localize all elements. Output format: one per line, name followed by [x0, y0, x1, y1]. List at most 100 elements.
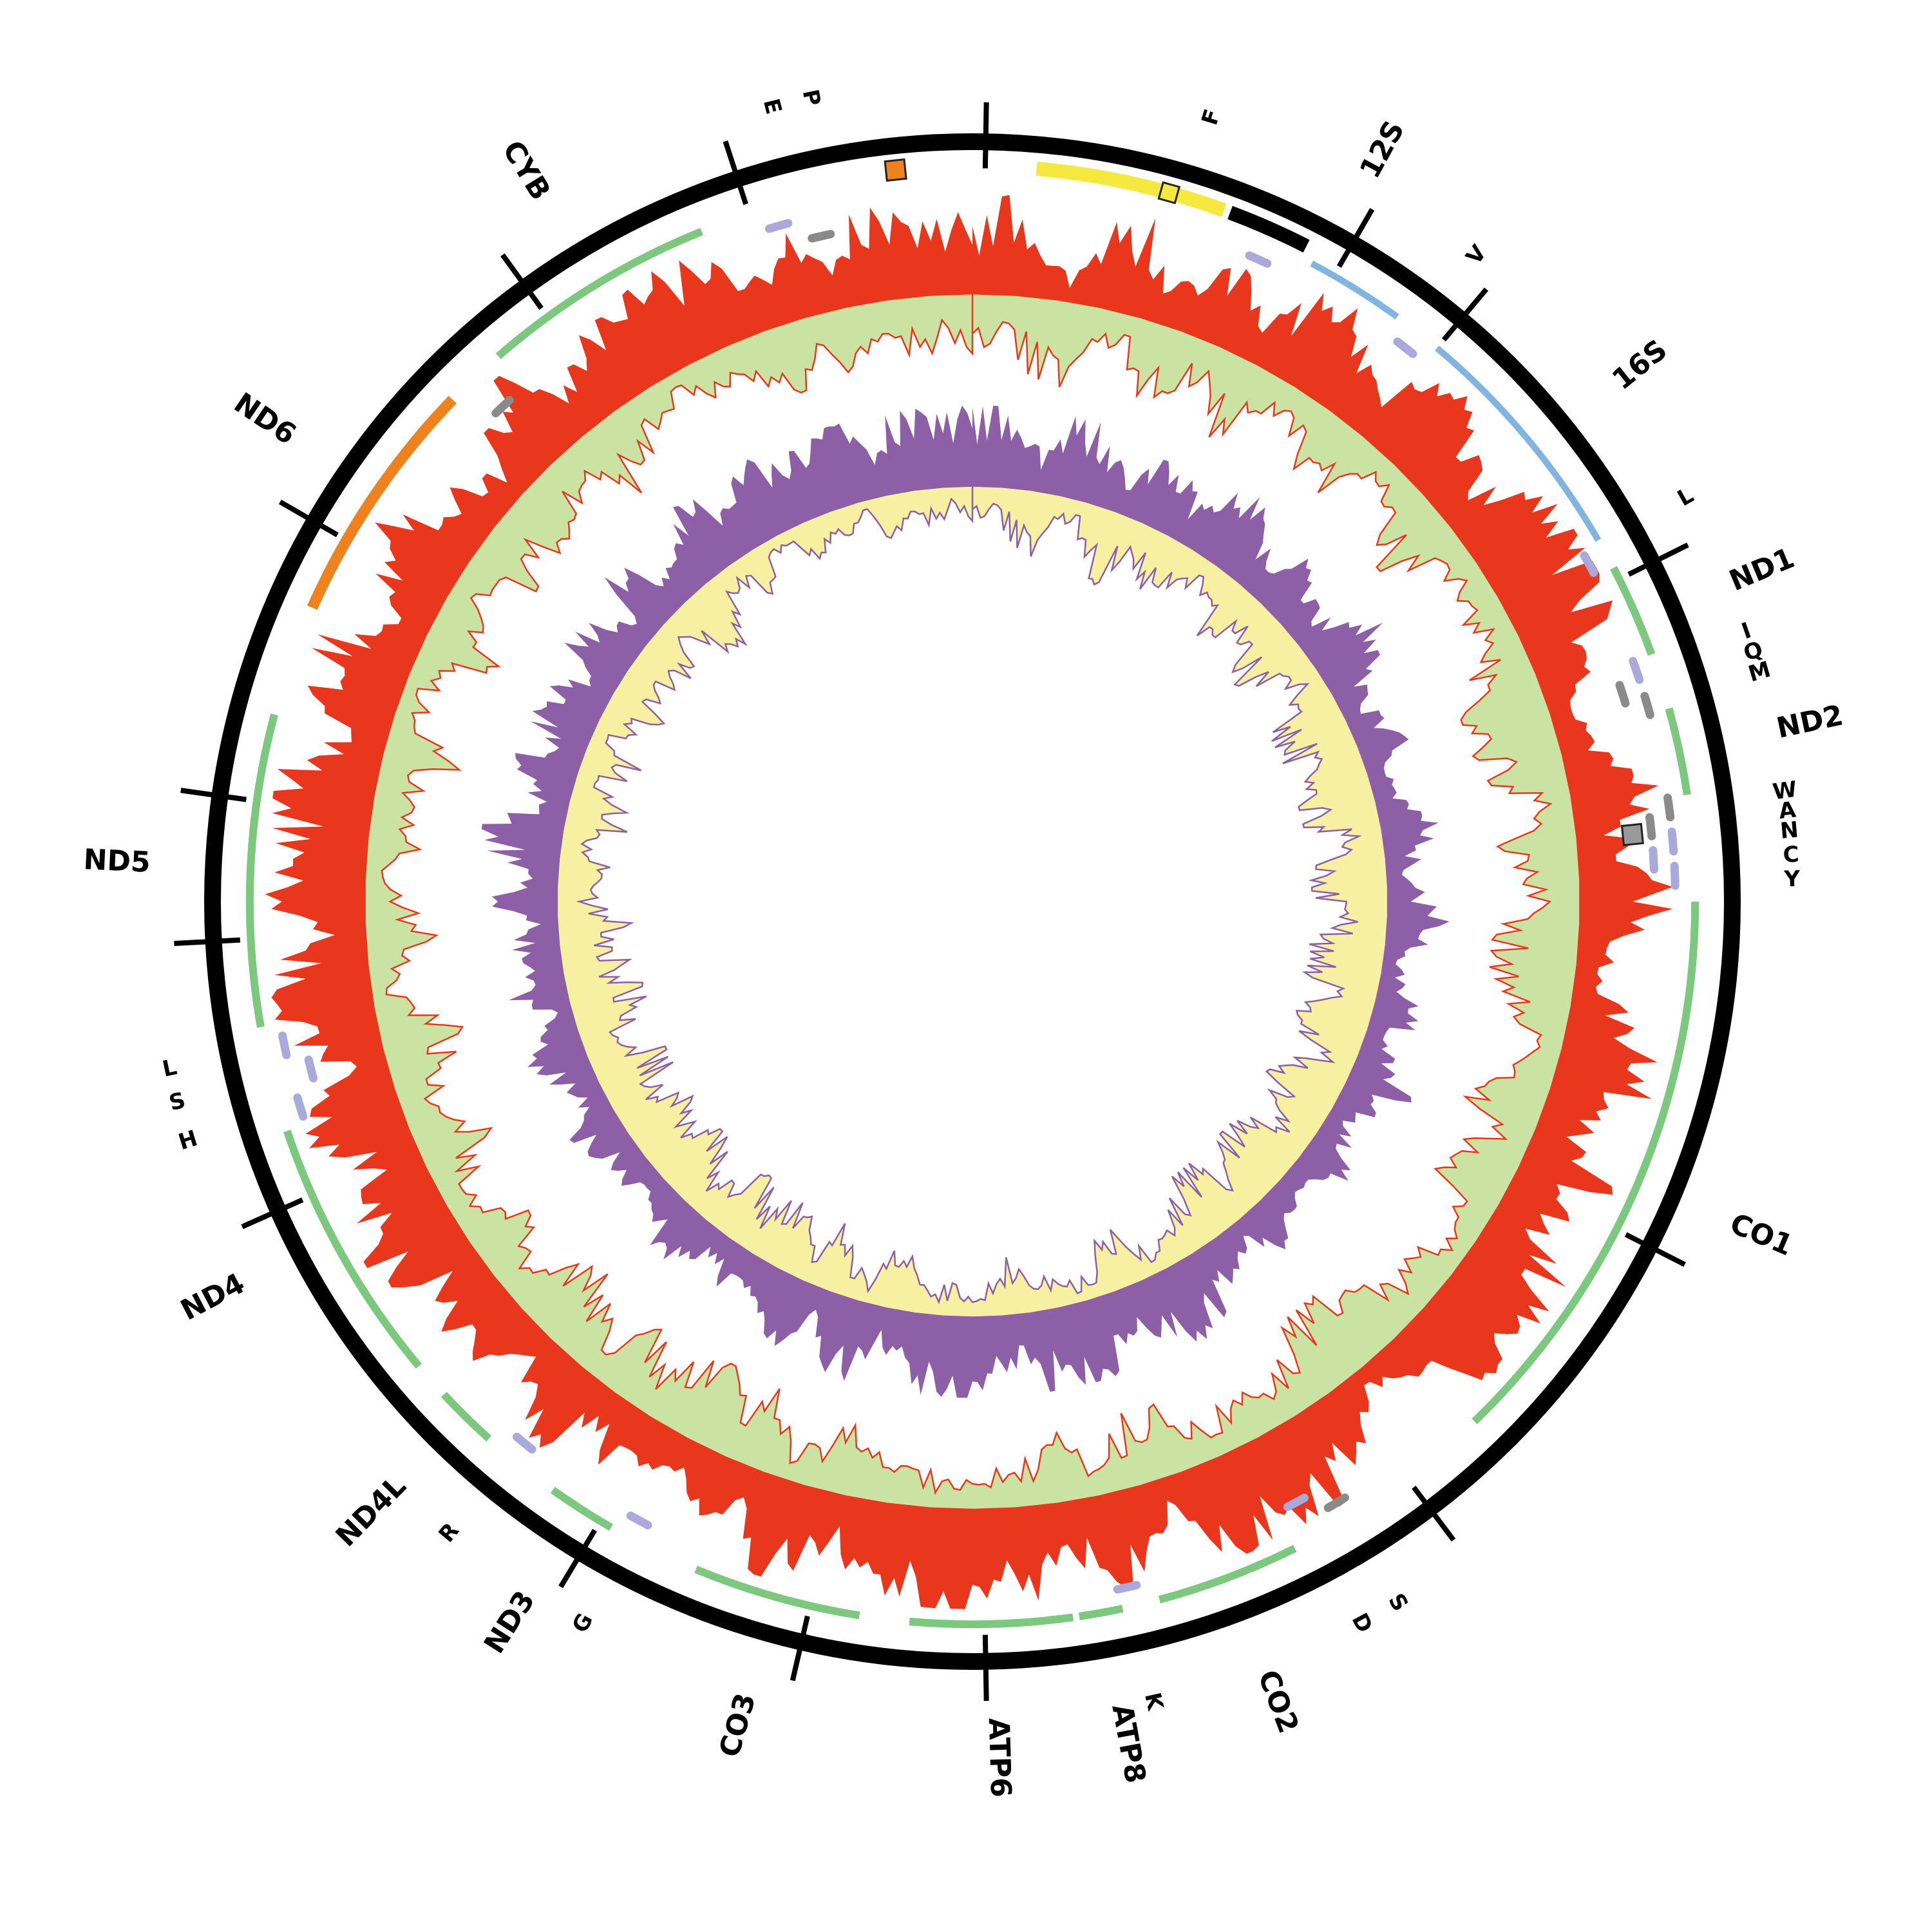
square-orange — [884, 158, 907, 182]
tick-marks — [174, 102, 1689, 1701]
gene-label-CYB: CYB — [496, 135, 557, 206]
feature-arc-control-black — [1227, 205, 1310, 253]
trna-mark-L — [1580, 551, 1598, 577]
outer-histogram-green-in — [364, 292, 1581, 1511]
tick — [278, 499, 339, 538]
tick — [1627, 542, 1689, 577]
tick — [1624, 1232, 1686, 1267]
trna-marks — [278, 219, 1680, 1594]
trna-label-A: A — [1777, 797, 1797, 824]
trna-label-K: K — [1139, 1690, 1168, 1714]
outer-histogram-red-out — [265, 194, 1673, 1609]
tick — [982, 102, 989, 169]
trna-mark-P — [808, 230, 835, 243]
feature-arc-ND5 — [245, 714, 278, 1028]
trna-mark-A — [1645, 813, 1656, 840]
feature-arcs — [245, 162, 1700, 1629]
trna-mark-Q — [1615, 681, 1630, 708]
plot-root: 12S 16S ND1 ND2 CO1 CO2 ATP8 ATP6 CO3 ND3 ND4L ND4 N… — [83, 87, 1846, 1797]
trna-label-R: R — [434, 1518, 465, 1548]
trna-mark-H — [293, 1094, 308, 1121]
gene-label-12S: 12S — [1354, 115, 1411, 184]
trna-mark-F — [1245, 251, 1272, 268]
tick — [1336, 207, 1375, 268]
trna-mark-I — [1629, 657, 1644, 684]
trna-mark-G — [626, 1511, 652, 1530]
inner-histogram-purple-out — [481, 405, 1450, 1398]
trna-label-S: S — [1383, 1589, 1413, 1616]
feature-arc-CO3 — [694, 1566, 860, 1620]
trna-mark-R — [513, 1432, 536, 1454]
trna-label-L: L — [160, 1054, 179, 1083]
trna-label-D: D — [1347, 1609, 1378, 1637]
feature-arc-16S — [1435, 345, 1602, 542]
square-gray — [1620, 822, 1644, 846]
trna-mark-M — [1640, 692, 1654, 719]
feature-arc-CYB — [495, 227, 703, 359]
trna-mark-W — [1663, 793, 1675, 822]
trna-mark-T — [491, 395, 514, 418]
square-yellow — [1157, 181, 1181, 205]
feature-arc-ND1 — [1610, 566, 1656, 656]
trna-label-P: P — [797, 87, 826, 108]
trna-mark-Y — [1670, 862, 1680, 890]
trna-mark-S1 — [304, 1056, 317, 1083]
tick — [790, 1615, 810, 1681]
trna-label-V: V — [1461, 240, 1492, 270]
trna-label-W: W — [1771, 777, 1799, 806]
feature-arc-ND4 — [283, 1130, 422, 1369]
feature-arc-control-region — [1036, 162, 1227, 217]
feature-arc-CO2 — [1158, 1544, 1297, 1604]
tick — [500, 253, 544, 310]
gene-label-ND6: ND6 — [228, 386, 302, 451]
trna-label-C: C — [1783, 842, 1800, 868]
tick — [241, 1197, 304, 1229]
tick — [558, 1528, 597, 1589]
gene-label-ND4L: ND4L — [330, 1470, 413, 1553]
feature-arc-ND4L — [440, 1392, 492, 1442]
genome-backbone-ring — [204, 133, 1741, 1670]
gene-label-ND4: ND4 — [175, 1267, 250, 1327]
feature-arc-ATP8 — [1079, 1604, 1124, 1620]
trna-label-Y: Y — [1783, 866, 1801, 893]
trna-mark-K — [1113, 1580, 1141, 1594]
trna-mark-S2 — [1323, 1493, 1349, 1512]
feature-arc-ND3 — [550, 1486, 613, 1531]
trna-label-E: E — [758, 96, 786, 117]
trna-mark-E — [765, 219, 793, 233]
feature-arc-CO1 — [1472, 901, 1700, 1425]
feature-arc-12S — [1310, 260, 1399, 320]
trna-label-S: S — [167, 1087, 189, 1116]
tick — [174, 937, 241, 946]
tick — [723, 140, 748, 205]
tick — [1412, 1485, 1456, 1542]
trna-label-G: G — [567, 1609, 598, 1638]
gene-label-ATP6: ATP6 — [982, 1718, 1018, 1798]
trna-mark-D — [1283, 1493, 1309, 1511]
trna-mark-C — [1649, 846, 1658, 874]
feature-arc-ATP6 — [909, 1613, 1074, 1629]
gene-label-16S: 16S — [1606, 334, 1673, 397]
tick — [982, 1634, 989, 1701]
square-markers — [884, 158, 1644, 846]
trna-label-M: M — [1745, 656, 1774, 687]
gene-label-CO2: CO2 — [1251, 1665, 1305, 1738]
trna-mark-V — [1393, 337, 1417, 358]
inner-histogram-yellow-in — [556, 485, 1389, 1318]
trna-label-H: H — [176, 1126, 201, 1156]
trna-label-N: N — [1779, 817, 1800, 844]
trna-label-F: F — [1197, 106, 1226, 128]
tick — [180, 788, 247, 802]
trna-mark-L1 — [278, 1031, 291, 1059]
gene-label-ND3: ND3 — [478, 1585, 542, 1659]
gene-label-ND2: ND2 — [1774, 699, 1846, 745]
feature-arc-ND6 — [307, 395, 457, 611]
gene-label-ATP8: ATP8 — [1105, 1701, 1151, 1786]
feature-arc-ND2 — [1665, 707, 1691, 795]
gene-label-ND5: ND5 — [83, 843, 151, 879]
gene-label-CO3: CO3 — [713, 1690, 762, 1761]
gene-label-CO1: CO1 — [1725, 1207, 1797, 1262]
trna-mark-N — [1667, 828, 1678, 856]
